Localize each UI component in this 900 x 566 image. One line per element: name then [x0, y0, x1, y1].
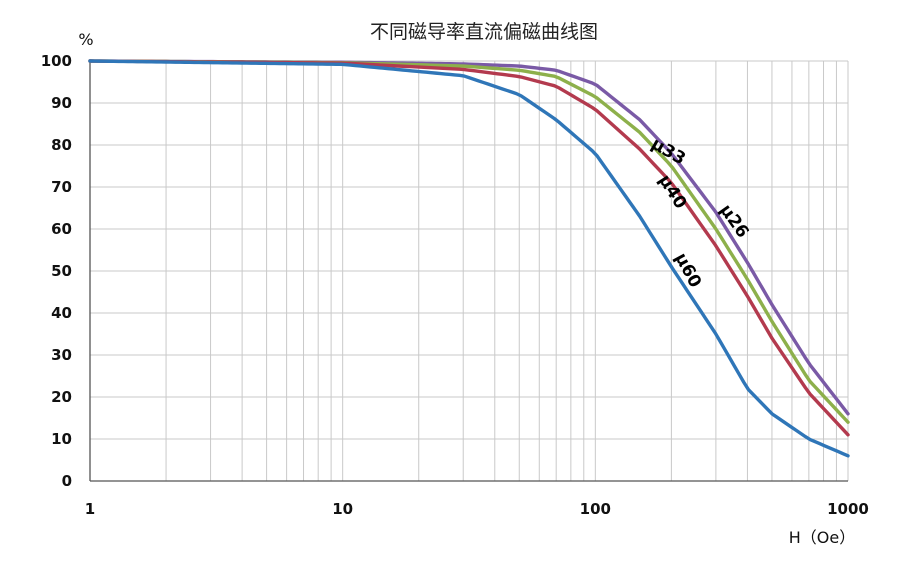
y-tick-label: 70 — [51, 178, 72, 196]
x-tick-label: 100 — [580, 500, 611, 518]
series-label: μ40 — [654, 171, 690, 212]
series-layer — [88, 59, 850, 458]
y-tick-label: 90 — [51, 94, 72, 112]
series-line — [88, 59, 850, 458]
y-axis-label: % — [78, 30, 93, 49]
y-tick-label: 80 — [51, 136, 72, 154]
series-line — [88, 59, 850, 437]
y-tick-label: 60 — [51, 220, 72, 238]
y-tick-label: 20 — [51, 388, 72, 406]
x-tick-label: 10 — [332, 500, 353, 518]
y-tick-label: 10 — [51, 430, 72, 448]
x-axis-label: H（Oe） — [789, 528, 855, 547]
y-tick-label: 50 — [51, 262, 72, 280]
chart-title: 不同磁导率直流偏磁曲线图 — [370, 21, 598, 43]
y-tick-label: 100 — [41, 52, 72, 70]
y-tick-label: 0 — [62, 472, 72, 490]
x-tick-label: 1000 — [827, 500, 869, 518]
grid-layer — [90, 60, 849, 481]
x-tick-label: 1 — [85, 500, 95, 518]
y-tick-label: 30 — [51, 346, 72, 364]
y-tick-label: 40 — [51, 304, 72, 322]
